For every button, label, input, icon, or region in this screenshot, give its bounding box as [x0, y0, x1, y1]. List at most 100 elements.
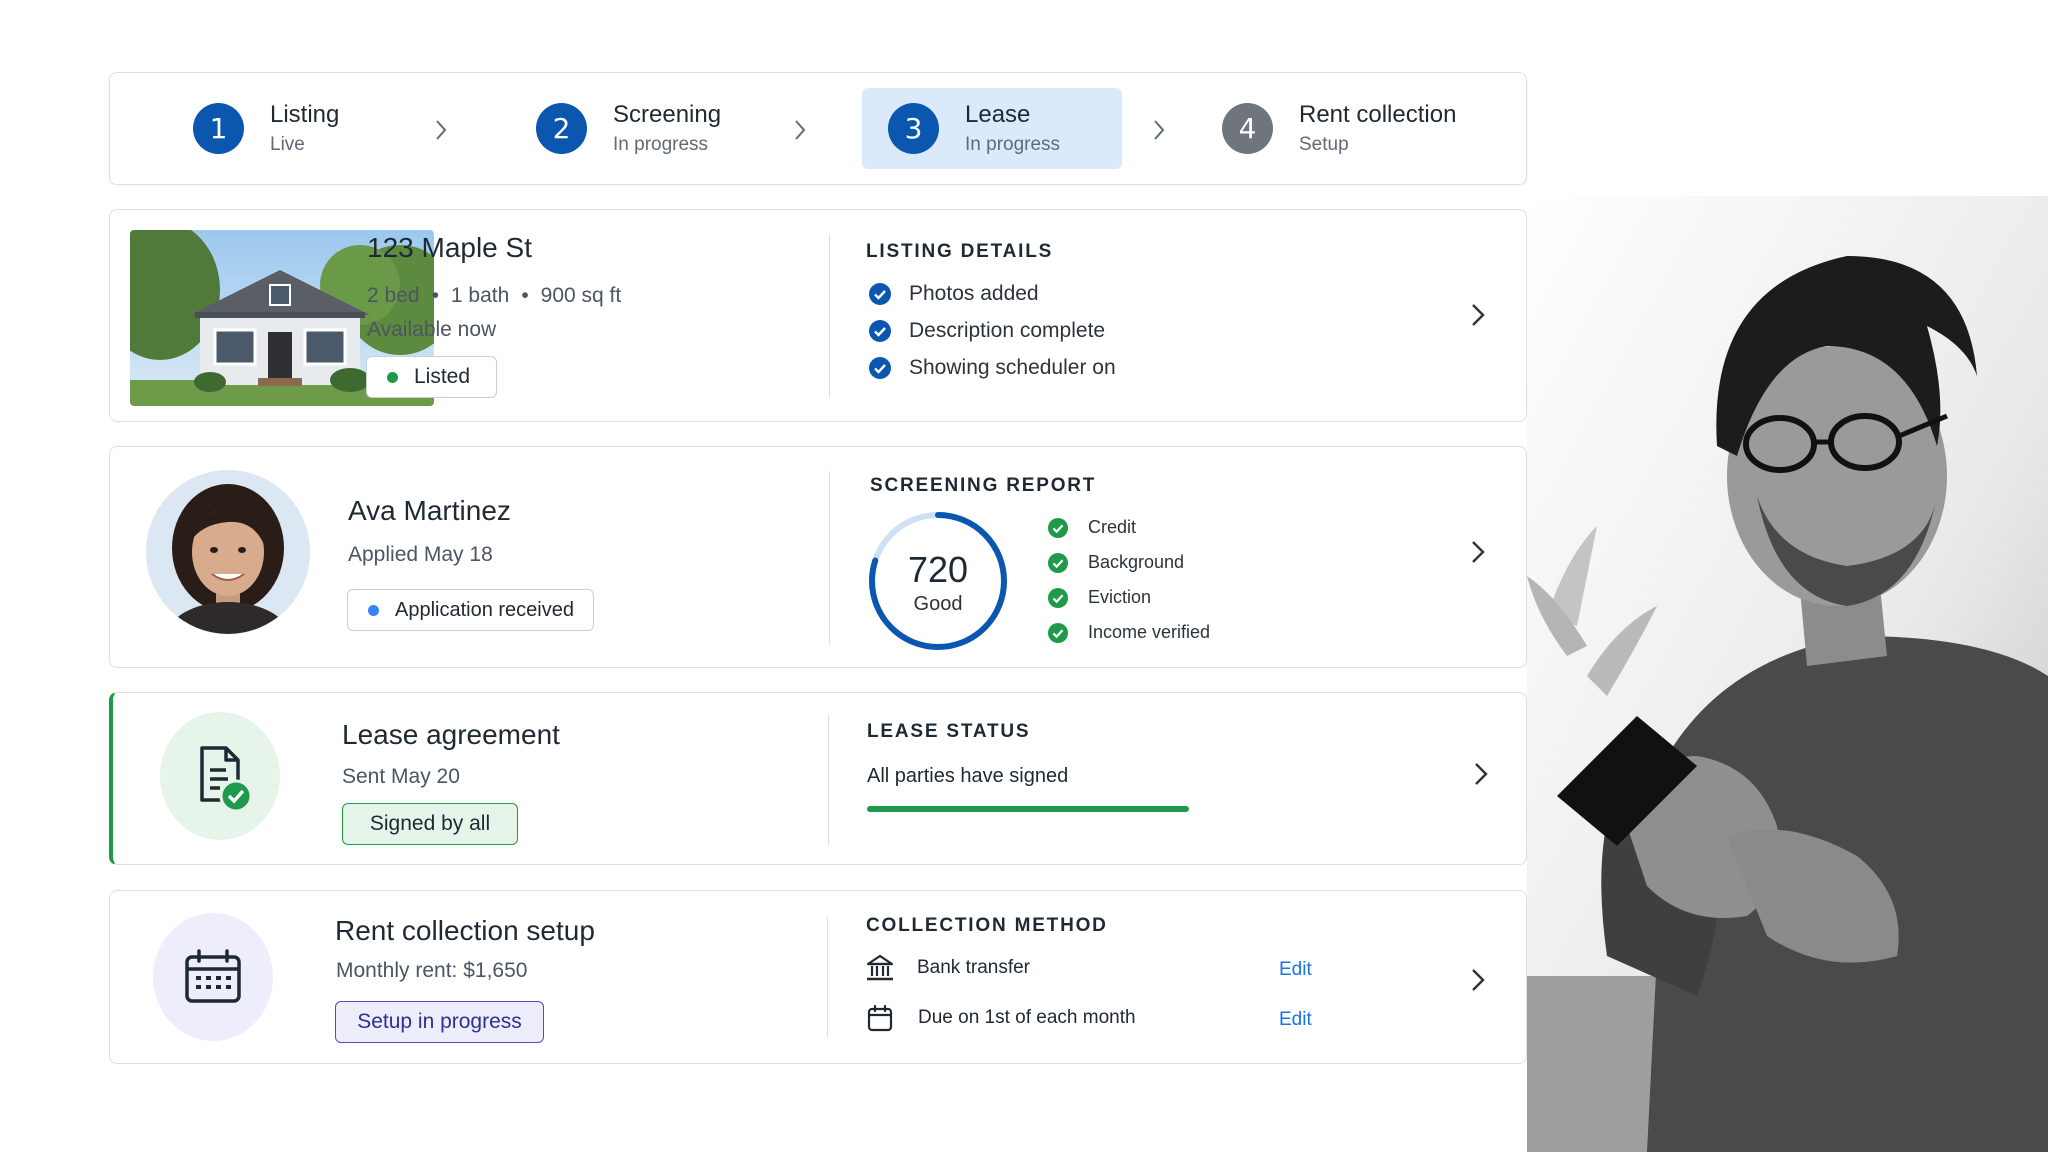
collection-method-heading: COLLECTION METHOD [866, 915, 1108, 936]
applied-date: Applied May 18 [348, 543, 493, 566]
step-number: 2 [536, 103, 587, 154]
check-circle-icon [869, 357, 891, 379]
check-circle-icon [1048, 622, 1068, 643]
chevron-right-icon [1154, 120, 1165, 140]
step-status: Live [270, 133, 305, 155]
step-screening[interactable]: 2 Screening In progress [536, 88, 796, 169]
check-circle-icon [1048, 552, 1068, 573]
credit-score-ring: 720 Good [866, 509, 1010, 653]
beds-count: 2 bed [367, 284, 420, 307]
method-label: Due on 1st of each month [918, 1007, 1136, 1028]
property-specs: 2 bed • 1 bath • 900 sq ft [367, 284, 621, 308]
lease-status-heading: LEASE STATUS [867, 721, 1031, 742]
applicant-card[interactable]: Ava Martinez Applied May 18 Application … [109, 446, 1527, 668]
chevron-right-icon[interactable] [1470, 302, 1486, 328]
chevron-right-icon[interactable] [1470, 539, 1486, 565]
bank-icon [866, 954, 894, 981]
baths-count: 1 bath [450, 284, 510, 307]
screening-check: Income verified [1048, 622, 1210, 643]
step-title: Rent collection [1299, 100, 1457, 128]
badge-label: Application received [395, 598, 574, 621]
step-number: 3 [888, 103, 939, 154]
lease-progress-bar [867, 806, 1189, 812]
detail-item: Description complete [869, 319, 1105, 343]
check-circle-icon [1048, 517, 1068, 538]
step-number: 4 [1222, 103, 1273, 154]
chevron-right-icon [436, 120, 447, 140]
chevron-right-icon[interactable] [1473, 761, 1489, 787]
step-title: Screening [613, 100, 722, 128]
check-circle-icon [1048, 587, 1068, 608]
person-with-phone-photo [1527, 196, 2048, 1152]
card-divider [828, 715, 829, 845]
step-status: In progress [965, 133, 1061, 155]
setup-badge: Setup in progress [335, 1001, 544, 1043]
listing-details-heading: LISTING DETAILS [866, 241, 1054, 262]
lease-icon-badge [160, 712, 280, 840]
separator-dot: • [521, 284, 529, 307]
credit-score-value: 720 [907, 549, 969, 590]
screening-check: Background [1048, 552, 1184, 573]
check-label: Background [1088, 552, 1185, 572]
lease-sent-date: Sent May 20 [342, 765, 460, 788]
lease-card[interactable]: Lease agreement Sent May 20 Signed by al… [109, 692, 1527, 865]
listing-card[interactable]: 123 Maple St 2 bed • 1 bath • 900 sq ft … [109, 209, 1527, 422]
availability-text: Available now [367, 318, 497, 341]
score-arc [869, 512, 1007, 650]
rent-icon-badge [153, 913, 273, 1041]
check-circle-icon [869, 283, 891, 305]
check-label: Income verified [1088, 622, 1211, 642]
avatar [146, 470, 310, 634]
separator-dot: • [431, 284, 439, 307]
check-label: Eviction [1088, 587, 1152, 607]
property-address: 123 Maple St [367, 232, 532, 263]
step-lease[interactable]: 3 Lease In progress [862, 88, 1122, 169]
edit-bank-transfer-link[interactable]: Edit [1279, 959, 1312, 980]
step-status: In progress [613, 133, 709, 155]
lease-title: Lease agreement [342, 719, 560, 750]
document-check-icon [200, 746, 253, 813]
chevron-right-icon[interactable] [1470, 967, 1486, 993]
signed-badge: Signed by all [342, 803, 518, 845]
progress-stepper: 1 Listing Live 2 Screening In progress 3… [109, 72, 1527, 185]
rent-collection-card[interactable]: Rent collection setup Monthly rent: $1,6… [109, 890, 1527, 1064]
status-dot [387, 371, 398, 383]
method-row: Bank transfer [865, 953, 1030, 983]
property-photo [130, 230, 434, 406]
card-divider [829, 234, 830, 398]
step-listing[interactable]: 1 Listing Live [193, 88, 433, 169]
step-number: 1 [193, 103, 244, 154]
detail-item: Photos added [869, 282, 1039, 306]
rent-title: Rent collection setup [335, 915, 595, 946]
screening-check: Credit [1048, 517, 1136, 538]
listed-badge: Listed [366, 356, 497, 398]
method-row: Due on 1st of each month [866, 1003, 1136, 1033]
badge-label: Listed [414, 365, 471, 388]
lease-status-text: All parties have signed [867, 765, 1069, 787]
method-label: Bank transfer [917, 957, 1030, 978]
step-rent-collection[interactable]: 4 Rent collection Setup [1222, 88, 1512, 169]
square-footage: 900 sq ft [540, 284, 622, 307]
credit-score-label: Good [913, 593, 963, 615]
status-dot [368, 604, 379, 616]
applicant-name: Ava Martinez [348, 495, 511, 526]
card-divider [827, 917, 828, 1037]
edit-due-date-link[interactable]: Edit [1279, 1009, 1312, 1030]
step-title: Lease [965, 100, 1031, 128]
application-badge: Application received [347, 589, 594, 631]
calendar-icon [867, 1004, 893, 1032]
detail-label: Showing scheduler on [909, 356, 1116, 379]
check-circle-icon [869, 320, 891, 342]
screening-check: Eviction [1048, 587, 1151, 608]
monthly-rent: Monthly rent: $1,650 [336, 959, 528, 982]
detail-label: Photos added [909, 282, 1039, 305]
detail-item: Showing scheduler on [869, 356, 1116, 380]
calendar-icon [185, 949, 241, 1003]
detail-label: Description complete [909, 319, 1106, 342]
check-label: Credit [1088, 517, 1137, 537]
step-title: Listing [270, 100, 340, 128]
chevron-right-icon [795, 120, 806, 140]
card-divider [829, 471, 830, 645]
screening-report-heading: SCREENING REPORT [870, 475, 1097, 496]
step-status: Setup [1299, 133, 1349, 155]
